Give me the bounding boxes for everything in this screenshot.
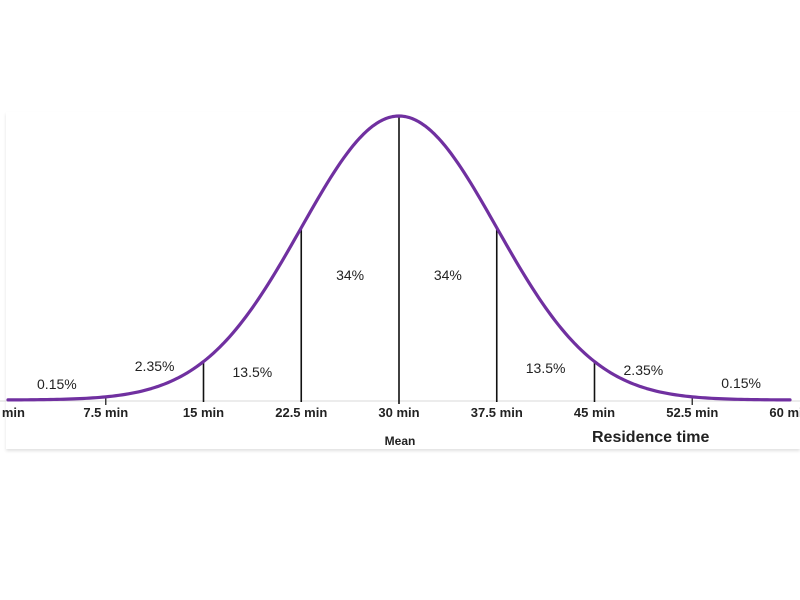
region-percent-label: 13.5% <box>233 364 273 380</box>
region-percent-label: 2.35% <box>624 362 664 378</box>
region-percent-labels: 0.15% 2.35% 13.5% 34% 34% 13.5% 2.35% 0.15% <box>37 267 761 392</box>
normal-distribution-curve <box>6 114 792 402</box>
x-tick-label: 15 min <box>183 405 224 420</box>
x-tick-label: 60 min <box>769 405 800 420</box>
mean-label: Mean <box>385 434 416 448</box>
x-tick-label: 45 min <box>574 405 615 420</box>
x-tick-label: 7.5 min <box>83 405 128 420</box>
region-percent-label: 34% <box>434 267 462 283</box>
x-tick-label: 37.5 min <box>471 405 523 420</box>
region-percent-label: 13.5% <box>526 360 566 376</box>
x-tick-label: 30 min <box>378 405 419 420</box>
x-tick-label: 52.5 min <box>666 405 718 420</box>
x-tick-label: 0 min <box>0 405 25 420</box>
divider-lines <box>202 116 596 404</box>
region-percent-label: 0.15% <box>37 376 77 392</box>
x-tick-labels: 0 min 7.5 min 15 min 22.5 min 30 min 37.5 min… <box>0 405 800 420</box>
x-axis-label: Residence time <box>592 429 709 446</box>
region-percent-label: 34% <box>336 267 364 283</box>
x-tick-label: 22.5 min <box>275 405 327 420</box>
region-percent-label: 2.35% <box>135 358 175 374</box>
region-percent-label: 0.15% <box>721 375 761 391</box>
